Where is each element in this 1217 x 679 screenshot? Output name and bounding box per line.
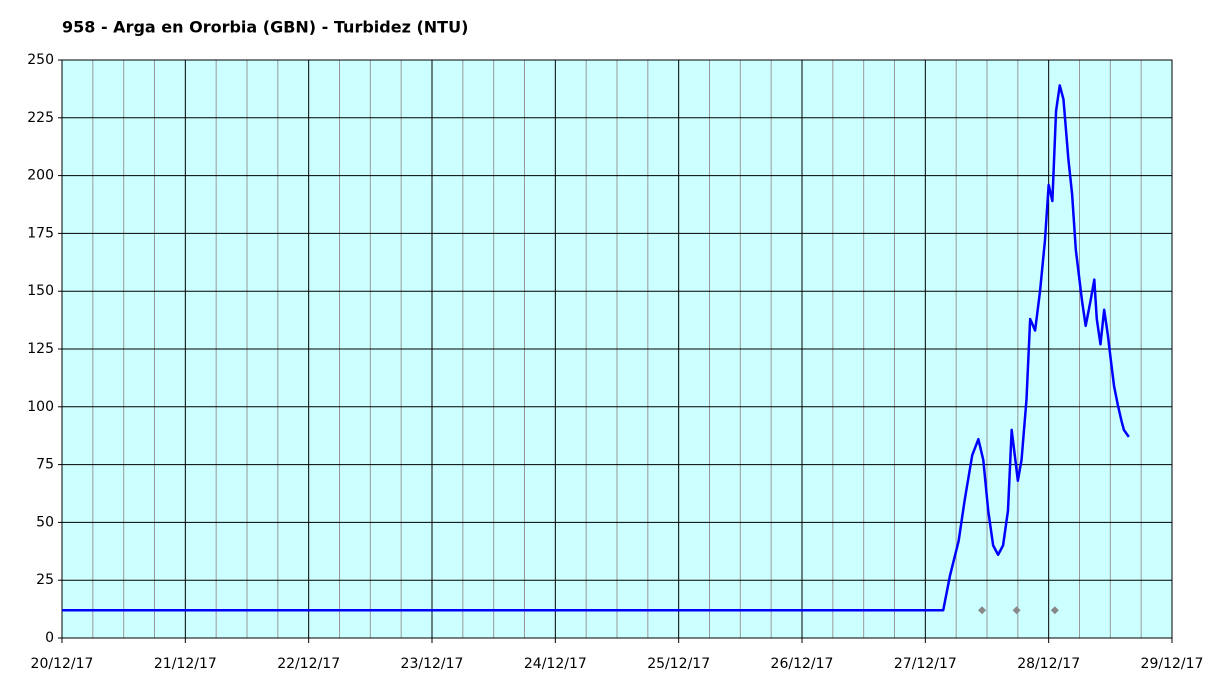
data-line	[62, 84, 1130, 612]
y-tick-label: 0	[45, 630, 54, 646]
y-tick-label: 150	[27, 283, 54, 299]
y-tick-label: 125	[27, 341, 54, 357]
y-tick-label: 200	[27, 168, 54, 184]
marker	[1050, 606, 1059, 615]
y-tick-label: 75	[36, 457, 54, 473]
x-tick-label: 21/12/17	[154, 656, 217, 672]
x-tick-label: 27/12/17	[894, 656, 957, 672]
x-tick-label: 20/12/17	[31, 656, 94, 672]
marker	[978, 606, 987, 615]
x-tick-label: 25/12/17	[647, 656, 710, 672]
y-tick-label: 175	[27, 225, 54, 241]
x-tick-label: 29/12/17	[1141, 656, 1204, 672]
y-tick-label: 250	[27, 52, 54, 68]
y-tick-label: 225	[27, 110, 54, 126]
x-tick-label: 28/12/17	[1017, 656, 1080, 672]
y-tick-label: 100	[27, 399, 54, 415]
x-tick-label: 23/12/17	[401, 656, 464, 672]
chart-title: 958 - Arga en Ororbia (GBN) - Turbidez (…	[62, 18, 468, 37]
marker	[1012, 606, 1021, 615]
x-tick-label: 22/12/17	[277, 656, 340, 672]
y-tick-label: 50	[36, 514, 54, 530]
y-tick-label: 25	[36, 572, 54, 588]
x-tick-label: 24/12/17	[524, 656, 587, 672]
x-tick-label: 26/12/17	[771, 656, 834, 672]
